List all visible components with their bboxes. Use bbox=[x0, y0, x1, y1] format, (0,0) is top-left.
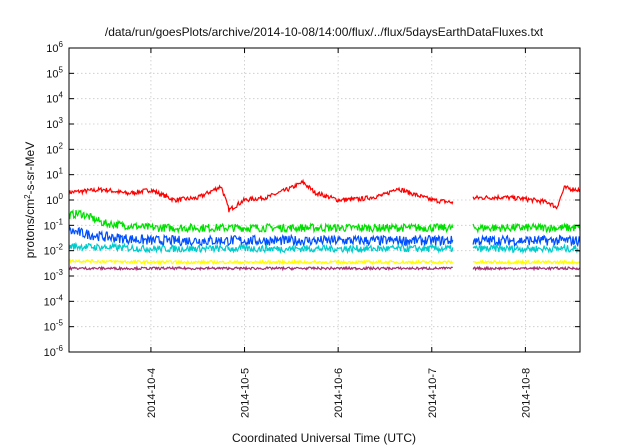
series-line-1 bbox=[68, 208, 581, 235]
y-axis-label-rest: -s-sr-MeV bbox=[23, 142, 37, 195]
x-axis: 2014-10-4 2014-10-5 2014-10-6 2014-10-7 2014… bbox=[146, 48, 532, 418]
y-tick-exponent: -5 bbox=[56, 319, 64, 328]
y-tick-exponent: 6 bbox=[59, 40, 64, 49]
y-tick-exponent: -4 bbox=[56, 293, 64, 302]
y-axis-label-sup: 2 bbox=[23, 194, 32, 199]
y-tick-base: 10 bbox=[44, 347, 56, 359]
x-tick-label: 2014-10-4 bbox=[146, 368, 158, 418]
y-tick-exponent: -6 bbox=[56, 344, 64, 353]
y-tick-label: 101 bbox=[46, 167, 63, 182]
y-tick-base: 10 bbox=[46, 144, 58, 156]
y-tick-label: 10-5 bbox=[44, 319, 64, 334]
y-tick-exponent: 5 bbox=[59, 65, 64, 74]
y-tick-exponent: -3 bbox=[56, 268, 64, 277]
y-tick-label: 103 bbox=[46, 116, 63, 131]
series-line-5 bbox=[68, 265, 581, 272]
series-line-3 bbox=[68, 241, 581, 255]
y-axis-label-base: protons/cm bbox=[23, 199, 37, 258]
x-tick-label: 2014-10-7 bbox=[427, 368, 439, 418]
y-tick-base: 10 bbox=[44, 246, 56, 258]
series-line-2 bbox=[68, 225, 581, 248]
y-tick-label: 100 bbox=[46, 192, 63, 207]
x-tick-label: 2014-10-5 bbox=[240, 368, 252, 418]
y-tick-exponent: 1 bbox=[59, 167, 64, 176]
y-tick-exponent: -1 bbox=[56, 217, 64, 226]
y-axis: 10-610-510-410-310-210-11001011021031041… bbox=[44, 40, 580, 359]
grid bbox=[69, 48, 580, 352]
y-tick-base: 10 bbox=[46, 43, 58, 55]
series-layer bbox=[68, 178, 581, 272]
y-tick-base: 10 bbox=[44, 271, 56, 283]
series-line-4 bbox=[68, 258, 581, 266]
y-tick-label: 102 bbox=[46, 141, 63, 156]
y-tick-label: 104 bbox=[46, 91, 63, 106]
y-tick-base: 10 bbox=[46, 94, 58, 106]
y-tick-base: 10 bbox=[46, 119, 58, 131]
y-tick-label: 10-3 bbox=[44, 268, 64, 283]
y-tick-base: 10 bbox=[46, 195, 58, 207]
y-tick-exponent: 0 bbox=[59, 192, 64, 201]
y-tick-label: 10-4 bbox=[44, 293, 64, 308]
y-tick-label: 105 bbox=[46, 65, 63, 80]
y-axis-label: protons/cm2-s-sr-MeV bbox=[23, 142, 38, 258]
y-tick-exponent: 2 bbox=[59, 141, 64, 150]
x-axis-label: Coordinated Universal Time (UTC) bbox=[232, 431, 416, 445]
x-tick-label: 2014-10-8 bbox=[520, 368, 532, 418]
y-tick-base: 10 bbox=[44, 220, 56, 232]
y-tick-exponent: -2 bbox=[56, 243, 64, 252]
y-tick-exponent: 3 bbox=[59, 116, 64, 125]
y-tick-base: 10 bbox=[46, 68, 58, 80]
series-line-0 bbox=[68, 178, 581, 213]
y-tick-base: 10 bbox=[44, 296, 56, 308]
x-tick-label: 2014-10-6 bbox=[333, 368, 345, 418]
y-tick-label: 10-2 bbox=[44, 243, 64, 258]
y-tick-base: 10 bbox=[46, 170, 58, 182]
y-tick-label: 10-6 bbox=[44, 344, 64, 359]
chart-title: /data/run/goesPlots/archive/2014-10-08/1… bbox=[105, 25, 544, 39]
y-tick-label: 10-1 bbox=[44, 217, 64, 232]
y-tick-label: 106 bbox=[46, 40, 63, 55]
y-tick-exponent: 4 bbox=[59, 91, 64, 100]
y-tick-base: 10 bbox=[44, 322, 56, 334]
